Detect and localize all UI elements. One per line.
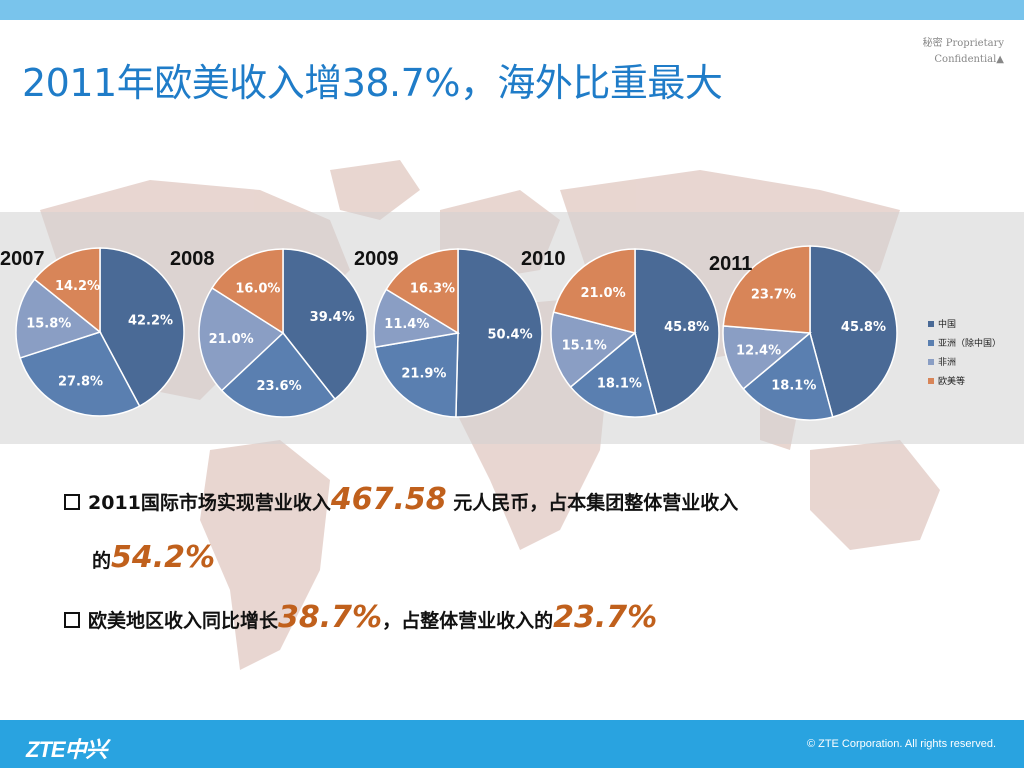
pie-2010-slice-china bbox=[634, 248, 720, 416]
pie-2007-slice-china bbox=[99, 247, 185, 408]
pie-2011-slice-africa bbox=[722, 325, 812, 390]
bullet-europe-growth: 欧美地区收入同比增长38.7%，占整体营业收入的23.7% bbox=[64, 600, 657, 635]
year-label-2011: 2011 bbox=[709, 253, 753, 275]
pie-2009-label-asia: 21.9% bbox=[401, 366, 446, 381]
page-title: 2011年欧美收入增38.7%，海外比重最大 bbox=[22, 61, 723, 105]
pie-2011-slice-china bbox=[809, 245, 898, 418]
pie-2011-label-asia: 18.1% bbox=[771, 378, 816, 393]
bullet-text: ，占整体营业收入的 bbox=[382, 610, 554, 632]
pie-2008-label-asia: 23.6% bbox=[257, 379, 302, 394]
chart-legend: 中国 亚洲（除中国） 非洲 欧美等 bbox=[928, 314, 1024, 390]
legend-item-africa: 非洲 bbox=[928, 352, 1024, 371]
confidential-line-1: 秘密 Proprietary bbox=[922, 38, 1004, 49]
pie-2007-label-asia: 27.8% bbox=[58, 374, 103, 389]
pie-2010-label-europe-america: 21.0% bbox=[581, 286, 626, 301]
pie-2007-slice-asia bbox=[19, 331, 141, 417]
legend-swatch bbox=[928, 358, 934, 365]
pie-2010-label-asia: 18.1% bbox=[597, 377, 642, 392]
legend-label: 亚洲（除中国） bbox=[938, 339, 1002, 349]
year-label-2009: 2009 bbox=[354, 248, 399, 270]
footer-bar bbox=[0, 720, 1024, 768]
pie-2009-label-africa: 11.4% bbox=[384, 317, 429, 332]
legend-item-asia: 亚洲（除中国） bbox=[928, 333, 1024, 352]
pie-2007-slice-africa bbox=[15, 278, 102, 359]
pie-2010-slice-europe-america bbox=[552, 248, 636, 334]
year-label-2008: 2008 bbox=[170, 248, 215, 270]
legend-swatch bbox=[928, 339, 934, 346]
pie-2011-label-africa: 12.4% bbox=[736, 343, 781, 358]
confidential-line-2: Confidential▲ bbox=[934, 54, 1004, 65]
pie-2011-slice-asia bbox=[742, 331, 834, 421]
pie-2011-slice-europe-america bbox=[722, 245, 811, 334]
pie-2008-label-africa: 21.0% bbox=[209, 332, 254, 347]
legend-swatch bbox=[928, 320, 934, 327]
highlight-growth-value: 38.7% bbox=[278, 600, 383, 635]
bullet-box-icon bbox=[64, 612, 80, 628]
legend-swatch bbox=[928, 377, 934, 384]
highlight-revenue-value: 467.58 bbox=[330, 482, 447, 517]
pie-2009-slice-asia bbox=[374, 332, 459, 418]
pie-2007-label-africa: 15.8% bbox=[26, 317, 71, 332]
bullet-text: 2011国际市场实现营业收入 bbox=[88, 492, 331, 514]
pie-2008-slice-africa bbox=[198, 286, 285, 392]
year-label-2007: 2007 bbox=[0, 248, 45, 270]
zte-logo: ZTE中兴 bbox=[26, 737, 108, 762]
bullet-box-icon bbox=[64, 494, 80, 510]
highlight-share-value: 54.2% bbox=[111, 540, 216, 575]
bullet-text: 元人民币，占本集团整体营业收入 bbox=[446, 492, 739, 514]
pie-2008-slice-europe-america bbox=[211, 248, 284, 335]
pie-2009-slice-china bbox=[455, 248, 543, 418]
bullet-text: 欧美地区收入同比增长 bbox=[88, 610, 279, 632]
pie-2007-label-europe-america: 14.2% bbox=[55, 279, 100, 294]
pie-2010-slice-asia bbox=[569, 331, 658, 418]
legend-label: 中国 bbox=[938, 320, 957, 330]
pie-2009-label-europe-america: 16.3% bbox=[410, 282, 455, 297]
bullet-text: 的 bbox=[92, 550, 112, 572]
pie-2007-slice-europe-america bbox=[33, 247, 101, 334]
confidential-notice: 秘密 Proprietary Confidential▲ bbox=[804, 36, 1004, 68]
bullet-international-revenue: 2011国际市场实现营业收入467.58 元人民币，占本集团整体营业收入 bbox=[64, 482, 738, 517]
legend-item-china: 中国 bbox=[928, 314, 1024, 333]
pie-2008-slice-asia bbox=[220, 331, 336, 418]
pie-2008-slice-china bbox=[282, 248, 368, 401]
pie-2009-label-china: 50.4% bbox=[488, 328, 533, 343]
pie-2009-slice-europe-america bbox=[385, 248, 459, 335]
pie-2008-label-europe-america: 16.0% bbox=[235, 281, 280, 296]
legend-item-europe-america: 欧美等 bbox=[928, 371, 1024, 390]
bullet-international-revenue-line2: 的54.2% bbox=[92, 540, 215, 575]
pie-2010-label-china: 45.8% bbox=[664, 320, 709, 335]
pie-2010-label-africa: 15.1% bbox=[562, 339, 607, 354]
highlight-europe-share-value: 23.7% bbox=[553, 600, 658, 635]
pie-2007-label-china: 42.2% bbox=[128, 313, 173, 328]
legend-label: 非洲 bbox=[938, 358, 957, 368]
pie-2010-slice-africa bbox=[550, 311, 637, 389]
copyright-notice: © ZTE Corporation. All rights reserved. bbox=[806, 738, 996, 750]
top-accent-bar bbox=[0, 0, 1024, 20]
pie-2008-label-china: 39.4% bbox=[310, 310, 355, 325]
pie-2011-label-europe-america: 23.7% bbox=[751, 287, 796, 302]
year-label-2010: 2010 bbox=[521, 248, 566, 270]
legend-label: 欧美等 bbox=[938, 377, 966, 387]
pie-2011-label-china: 45.8% bbox=[841, 320, 886, 335]
